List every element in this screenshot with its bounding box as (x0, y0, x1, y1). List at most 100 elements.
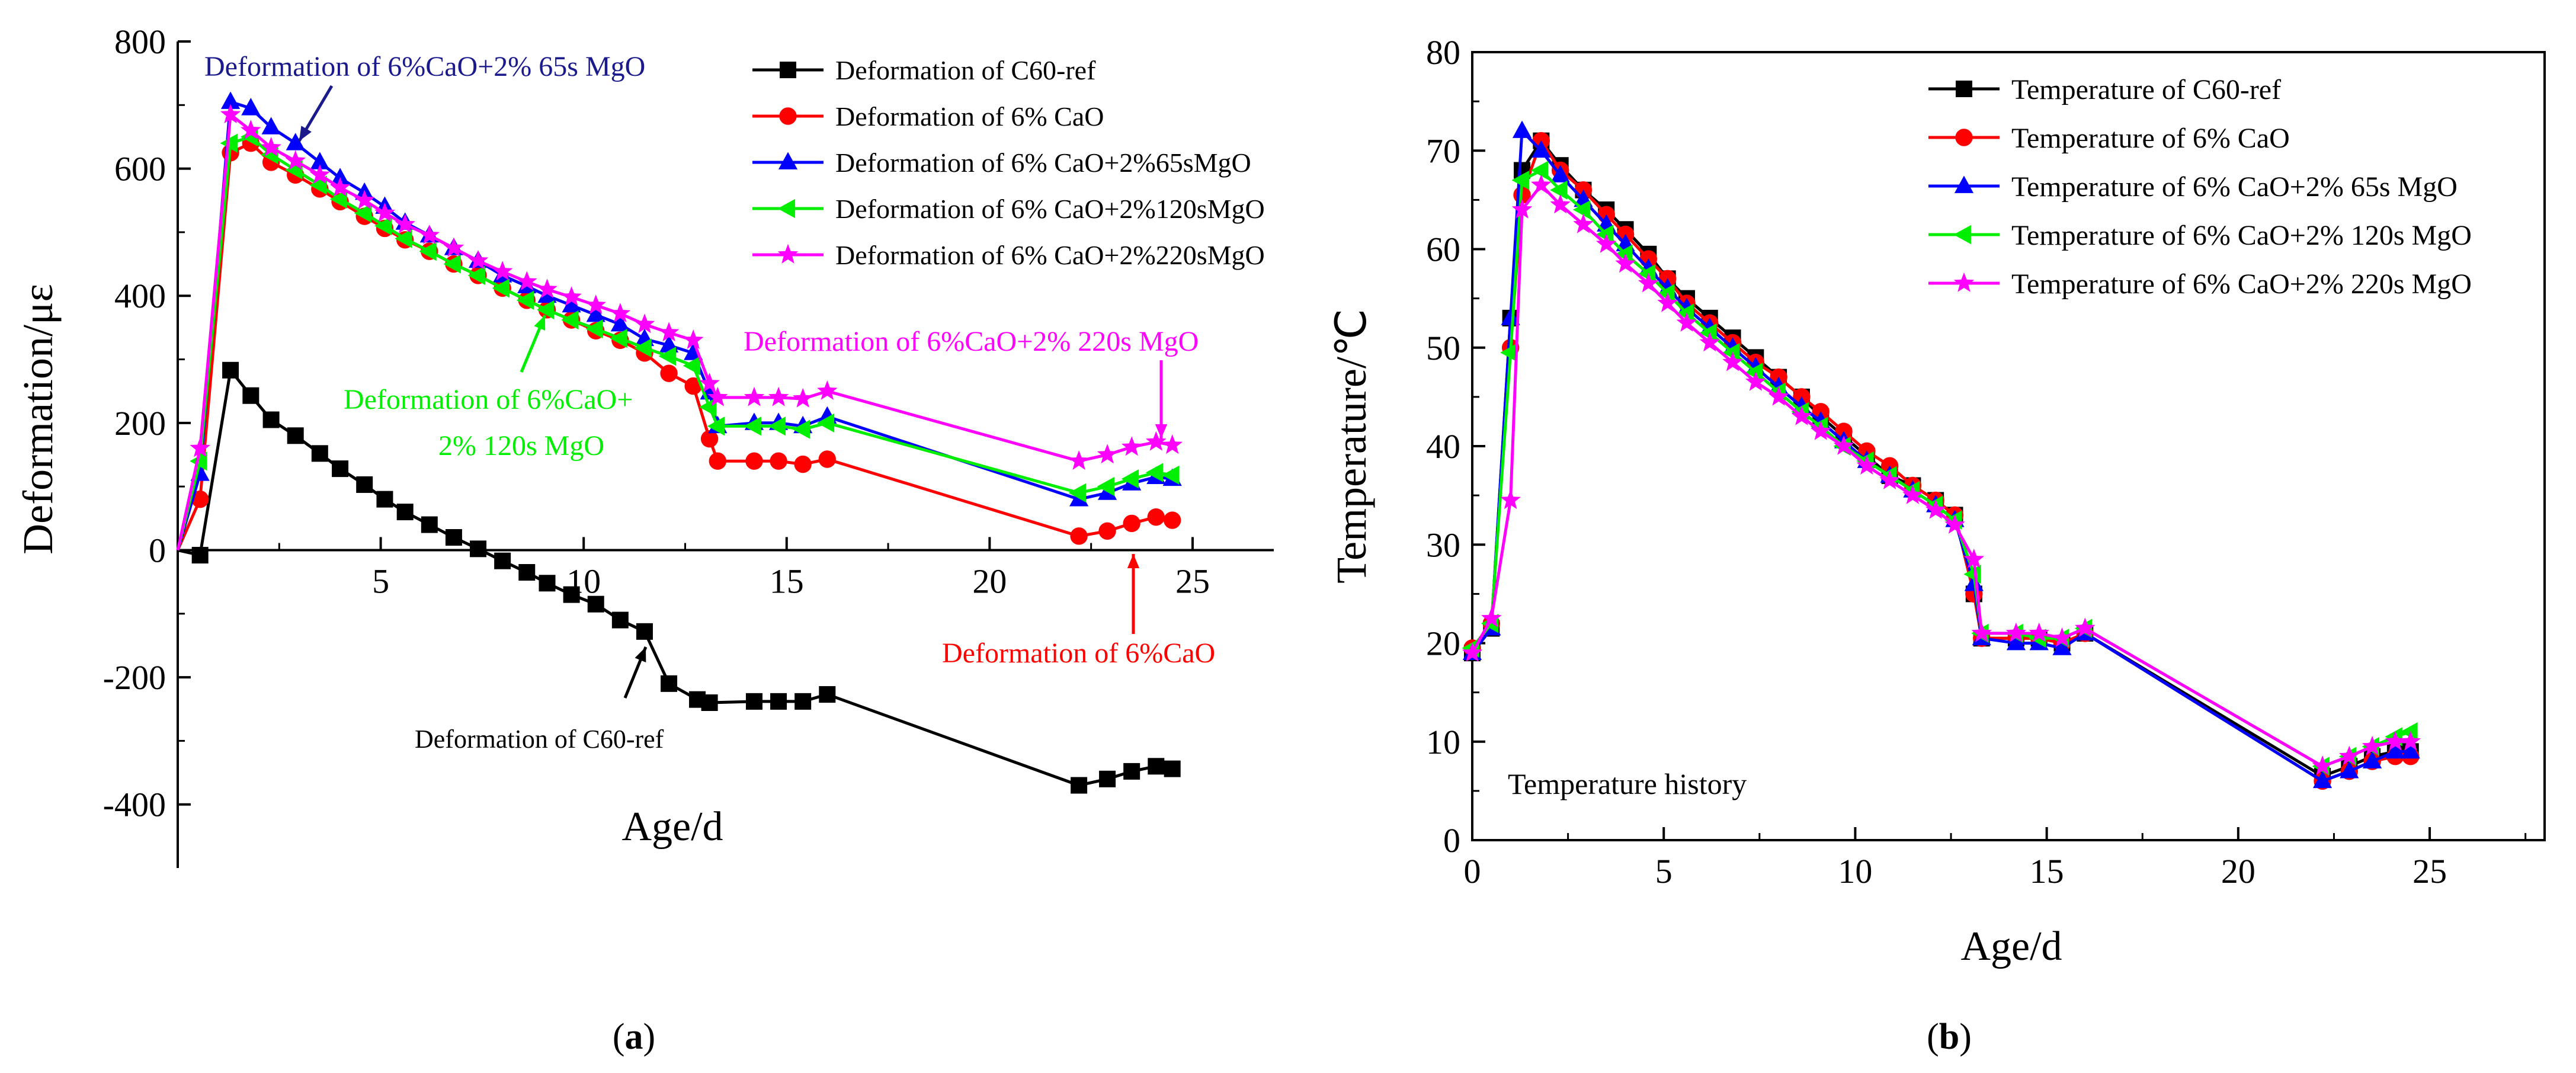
data-point (2312, 755, 2333, 775)
data-point (354, 190, 375, 209)
legend-entry: Temperature of 6% CaO (2011, 123, 2290, 154)
data-point (1699, 332, 1720, 352)
data-point (443, 254, 461, 274)
data-point (2005, 622, 2027, 642)
data-point (1511, 198, 1533, 219)
series-a-4 (176, 104, 1183, 551)
data-point (792, 387, 813, 408)
data-point (190, 437, 210, 457)
x-tick-label: 0 (1464, 852, 1481, 891)
annotations-a: Deformation of 6%CaO+2% 65s MgO Deformati… (204, 51, 1215, 754)
data-point (701, 694, 718, 711)
data-point (1147, 508, 1165, 526)
data-point (1745, 363, 1763, 382)
y-tick-label: 80 (1426, 33, 1460, 72)
legend-marker (779, 107, 797, 125)
arrow-c60-head (635, 647, 646, 662)
data-point (1879, 470, 1900, 489)
y-axis-label: Deformation/με (14, 284, 62, 555)
legend-marker (1954, 175, 1974, 193)
data-point (563, 586, 580, 603)
data-point (2363, 751, 2382, 768)
legend-entry: Temperature of C60-ref (2011, 74, 2281, 105)
legend-entry: Deformation of 6% CaO+2%65sMgO (835, 148, 1251, 178)
data-point (332, 460, 349, 478)
data-point (1722, 342, 1740, 363)
data-point (1462, 642, 1483, 662)
data-point (494, 552, 511, 569)
data-point (1657, 284, 1675, 303)
series-b-3 (1462, 161, 2418, 776)
data-point (2362, 735, 2383, 755)
data-point (191, 490, 209, 508)
legend-entry: Deformation of 6% CaO+2%120sMgO (835, 194, 1265, 224)
data-point (1070, 527, 1088, 545)
data-point (770, 452, 787, 470)
y-axis-label: Temperature/℃ (1328, 309, 1375, 584)
data-point (1676, 312, 1697, 332)
data-point (661, 675, 678, 692)
data-point (1676, 303, 1694, 323)
data-point (562, 294, 581, 313)
legend-entry: Deformation of 6% CaO+2%220sMgO (835, 240, 1265, 270)
data-point (310, 152, 329, 169)
data-point (1595, 225, 1614, 244)
data-point (660, 364, 678, 382)
legend-entry: Temperature of 6% CaO+2% 65s MgO (2011, 171, 2458, 203)
data-point (587, 595, 604, 613)
x-tick-label: 15 (770, 562, 804, 600)
data-point (285, 150, 306, 170)
annotation-text: Deformation of 6%CaO+ (344, 384, 633, 415)
data-point (445, 529, 462, 546)
legend-entry: Temperature of 6% CaO+2% 120s MgO (2011, 220, 2472, 251)
data-point (2385, 741, 2405, 759)
y-tick-label: 800 (114, 23, 166, 61)
legend-marker (1955, 129, 1973, 146)
legend-entry: Deformation of 6% CaO (835, 101, 1104, 132)
data-point (1501, 308, 1520, 325)
data-point (261, 117, 281, 134)
data-point (287, 427, 304, 444)
data-point (1121, 436, 1142, 456)
data-point (610, 303, 631, 322)
data-point (1511, 171, 1529, 190)
arrow-220s-head (1155, 424, 1168, 438)
data-point (492, 261, 513, 281)
data-point (1699, 323, 1717, 342)
data-point (1550, 165, 1570, 182)
data-point (819, 686, 836, 703)
data-point (770, 693, 787, 710)
y-tick-label: 10 (1426, 723, 1460, 761)
data-point (395, 229, 412, 248)
data-point (220, 104, 241, 124)
data-point (1530, 161, 1549, 180)
x-tick-label: 20 (972, 562, 1007, 600)
data-point (1745, 371, 1766, 391)
data-point (2400, 731, 2421, 751)
legend-marker (778, 152, 798, 169)
data-point (611, 611, 629, 629)
arrow-65s-head (299, 126, 312, 141)
data-point (1500, 342, 1518, 363)
data-point (286, 133, 305, 150)
data-point (262, 411, 280, 428)
series-a-0 (177, 361, 1181, 794)
data-point (539, 575, 556, 592)
data-point (1481, 607, 1502, 627)
data-point (1068, 483, 1087, 502)
x-tick-label: 15 (2030, 852, 2064, 891)
data-point (1531, 140, 1551, 158)
data-point (2401, 741, 2420, 759)
legend-marker (777, 244, 799, 264)
data-point (1944, 514, 1965, 534)
data-point (683, 356, 701, 376)
data-point (1657, 292, 1678, 312)
data-point (2385, 731, 2406, 751)
legend-b: Temperature of C60-ref Temperature of 6% … (1928, 74, 2472, 300)
data-point (220, 91, 241, 109)
data-point (537, 278, 558, 299)
annotation-text: Deformation of C60-ref (415, 725, 664, 754)
y-tick-label: 20 (1426, 624, 1460, 663)
data-point (2029, 622, 2049, 642)
series-line (177, 366, 1173, 787)
